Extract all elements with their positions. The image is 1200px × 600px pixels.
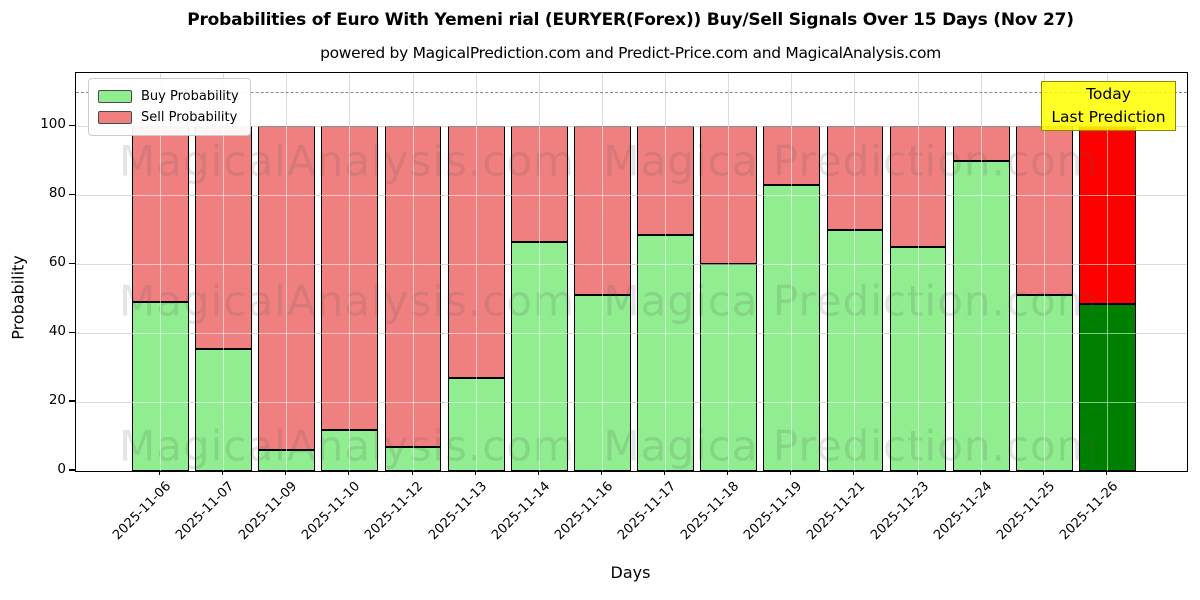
x-tick-label: 2025-11-10 [299,479,364,544]
v-gridline-overlay [160,73,161,471]
h-gridline-overlay [76,401,1187,403]
y-tick-mark [69,124,75,126]
v-gridline-overlay [601,73,603,471]
watermark-text: Magica Prediction.com [603,276,1099,326]
y-tick-mark [69,331,75,333]
x-tick-mark [600,470,602,475]
h-gridline-overlay [76,125,1187,127]
legend-buy-swatch [98,90,132,103]
x-tick-label: 2025-11-13 [425,479,490,544]
v-gridline-overlay [475,73,477,471]
gridlines-overlay [76,73,1187,471]
x-tick-mark [411,470,413,475]
watermark-text: MagicalAnalysis.com [119,421,575,471]
watermark-text: MagicalAnalysis.com [119,136,575,186]
x-tick-label: 2025-11-21 [804,479,869,544]
x-tick-label: 2025-11-09 [236,479,301,544]
v-gridline-overlay [538,73,540,471]
x-tick-mark [853,470,855,475]
x-tick-label: 2025-11-06 [110,479,175,544]
v-gridline-overlay [412,73,414,471]
annotation-line-2: Last Prediction [1051,108,1166,126]
x-tick-mark [916,470,918,475]
x-tick-mark [222,470,224,475]
v-gridline-overlay [349,73,351,471]
y-tick-label: 80 [48,185,66,202]
y-tick-label: 60 [48,254,66,271]
v-gridline-overlay [286,73,288,471]
v-gridline-overlay [223,73,225,471]
h-gridline-overlay [76,263,1187,265]
x-tick-label: 2025-11-24 [930,479,995,544]
v-gridline-overlay [1043,73,1045,471]
watermark-layer: MagicalAnalysis.com Magica Prediction.co… [76,73,1187,471]
x-tick-label: 2025-11-26 [1057,479,1122,544]
v-gridline-overlay [980,73,982,471]
x-tick-mark [348,470,350,475]
chart-title: Probabilities of Euro With Yemeni rial (… [187,10,1074,30]
x-tick-label: 2025-11-23 [867,479,932,544]
x-tick-mark [474,470,476,475]
x-tick-mark [727,470,729,475]
legend-sell-label: Sell Probability [141,110,238,125]
plot-area: MagicalAnalysis.com Magica Prediction.co… [75,72,1188,472]
dashed-threshold-line [76,91,1187,93]
y-tick-mark [69,400,75,402]
watermark-text: MagicalAnalysis.com [119,276,575,326]
x-tick-label: 2025-11-12 [362,479,427,544]
legend-sell-swatch [98,111,132,124]
x-tick-label: 2025-11-17 [615,479,680,544]
x-tick-mark [1105,470,1107,475]
y-tick-label: 40 [48,323,66,340]
watermark-text: Magica Prediction.com [603,421,1099,471]
watermark-text: Magica Prediction.com [603,136,1099,186]
x-tick-label: 2025-11-19 [741,479,806,544]
x-tick-mark [1042,470,1044,475]
y-tick-label: 100 [40,116,66,133]
h-gridline-overlay [76,194,1187,196]
x-axis-label: Days [610,563,651,582]
v-gridline-overlay [791,73,793,471]
x-tick-mark [159,470,160,475]
y-axis-label: Probability [8,255,28,340]
today-annotation: Today Last Prediction [1041,81,1176,131]
y-tick-mark [69,193,75,195]
v-gridline-overlay [728,73,730,471]
y-tick-label: 20 [48,392,66,409]
x-tick-mark [979,470,981,475]
x-tick-mark [537,470,539,475]
v-gridline-overlay [917,73,919,471]
x-tick-label: 2025-11-18 [678,479,743,544]
x-tick-label: 2025-11-16 [551,479,617,544]
annotation-line-1: Today [1086,85,1131,103]
legend: Buy Probability Sell Probability [88,78,251,136]
legend-entry-buy: Buy Probability [98,86,239,107]
y-tick-mark [69,469,75,471]
x-tick-mark [790,470,792,475]
legend-buy-label: Buy Probability [141,89,239,104]
x-tick-mark [664,470,666,475]
x-tick-label: 2025-11-25 [993,479,1058,544]
x-tick-label: 2025-11-14 [488,479,553,544]
h-gridline-overlay [76,332,1187,334]
chart-subtitle: powered by MagicalPrediction.com and Pre… [320,44,941,62]
v-gridline-overlay [854,73,856,471]
v-gridline-overlay [1106,73,1108,471]
y-tick-label: 0 [57,461,66,477]
x-tick-label: 2025-11-07 [173,479,238,544]
x-tick-mark [285,470,287,475]
legend-entry-sell: Sell Probability [98,107,239,128]
v-gridline-overlay [665,73,667,471]
y-tick-mark [69,262,75,264]
